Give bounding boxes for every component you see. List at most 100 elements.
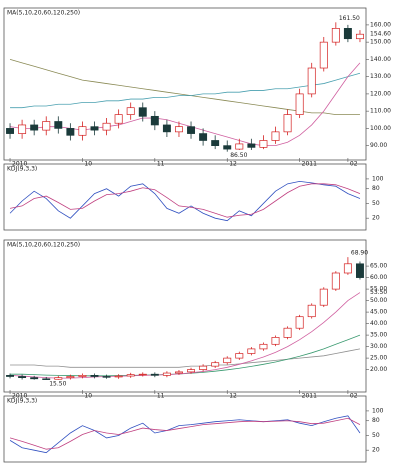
candle-body	[138, 373, 147, 376]
indicator-title: KDJ(9,3,3)	[7, 398, 37, 405]
candle-body	[211, 140, 220, 147]
candle-body	[90, 375, 99, 377]
moving-average	[10, 72, 361, 109]
candle-body	[271, 131, 280, 141]
candle-body	[150, 115, 159, 126]
price-annotation: 68.90	[351, 250, 368, 257]
candle-body	[90, 126, 99, 131]
candle-body	[66, 376, 75, 378]
x-tick-label: 10	[84, 393, 92, 400]
last-price-label: 53.50	[370, 289, 387, 296]
moving-average	[9, 59, 360, 115]
price-annotation: 86.50	[230, 152, 247, 159]
candle-body	[343, 263, 352, 274]
candle-body	[319, 41, 328, 69]
y-tick-label: 40.00	[370, 320, 387, 327]
y-tick-label: 25.00	[370, 355, 387, 362]
y-tick-label: 80	[372, 417, 380, 424]
candle-body	[319, 288, 328, 306]
y-tick-label: 80	[372, 185, 380, 192]
chart-header: MA(5,10,20,60,120,250)	[7, 242, 80, 249]
y-tick-label: 130.00	[370, 73, 391, 80]
y-tick-label: 20	[372, 447, 380, 454]
candle-body	[331, 272, 340, 290]
x-tick-label: 12	[229, 161, 237, 168]
y-tick-label: 100	[372, 175, 384, 182]
y-tick-label: 55.00	[370, 286, 387, 293]
candle-body	[54, 377, 63, 380]
last-price-label: 154.60	[370, 31, 391, 38]
y-tick-label: 90.00	[370, 142, 387, 149]
candle-body	[174, 371, 183, 374]
y-tick-label: 30.00	[370, 343, 387, 350]
x-tick-label: 02	[350, 161, 358, 168]
y-tick-label: 50	[372, 432, 380, 439]
candle-body	[42, 378, 51, 380]
indicator-line	[9, 415, 361, 454]
candle-body	[174, 126, 183, 133]
y-tick-label: 60.00	[370, 274, 387, 281]
y-tick-label: 150.00	[370, 39, 391, 46]
x-tick-label: 11	[157, 161, 165, 168]
candle-body	[211, 362, 220, 367]
x-tick-label: 11	[157, 393, 165, 400]
candle-body	[126, 374, 135, 377]
y-tick-label: 45.00	[370, 309, 387, 316]
x-tick-label: 02	[350, 393, 358, 400]
indicator-line	[9, 180, 361, 222]
candle-body	[187, 126, 196, 134]
candle-body	[283, 114, 292, 133]
candle-body	[223, 145, 232, 150]
candle-body	[6, 128, 15, 134]
y-tick-label: 50.00	[370, 297, 387, 304]
candle-body	[78, 375, 87, 377]
indicator-title: KDJ(9,3,3)	[7, 166, 37, 173]
x-tick-label: 2011	[302, 393, 317, 400]
y-tick-label: 50	[372, 200, 380, 207]
price-frame	[3, 239, 367, 393]
candle-body	[78, 126, 87, 136]
candle-body	[199, 365, 208, 370]
y-tick-label: 20.00	[370, 366, 387, 373]
candle-body	[150, 373, 159, 376]
y-tick-label: 120.00	[370, 90, 391, 97]
candle-body	[199, 133, 208, 141]
candle-body	[30, 377, 39, 380]
candle-body	[18, 124, 27, 134]
chart-header: MA(5,10,20,60,120,250)	[7, 10, 80, 17]
candle-body	[126, 107, 135, 115]
indicator-frame	[3, 395, 367, 463]
y-tick-label: 100	[372, 407, 384, 414]
candle-body	[114, 375, 123, 378]
y-tick-label: 110.00	[370, 108, 391, 115]
y-tick-label: 140.00	[370, 56, 391, 63]
x-tick-label: 2011	[302, 161, 317, 168]
candle-body	[223, 357, 232, 364]
candle-body	[187, 369, 196, 373]
candle-body	[259, 343, 268, 350]
candle-body	[162, 124, 171, 133]
indicator-line	[9, 183, 361, 218]
candle-body	[307, 67, 316, 95]
y-tick-label: 65.00	[370, 263, 387, 270]
candle-body	[271, 337, 280, 345]
candle-body	[343, 28, 352, 40]
candle-body	[18, 376, 27, 378]
moving-average	[10, 334, 361, 377]
y-tick-label: 20	[372, 215, 380, 222]
price-frame	[3, 7, 367, 161]
candle-body	[102, 122, 111, 131]
candle-body	[259, 140, 268, 148]
price-annotation: 161.50	[339, 15, 360, 22]
candle-body	[295, 316, 304, 329]
candle-body	[235, 143, 244, 150]
candle-body	[42, 121, 51, 131]
x-tick-label: 2010	[12, 161, 27, 168]
candle-body	[355, 33, 364, 40]
y-tick-label: 100.00	[370, 125, 391, 132]
x-tick-label: 2010	[12, 393, 27, 400]
moving-average	[10, 348, 361, 368]
candle-body	[247, 143, 256, 148]
candle-body	[30, 124, 39, 131]
